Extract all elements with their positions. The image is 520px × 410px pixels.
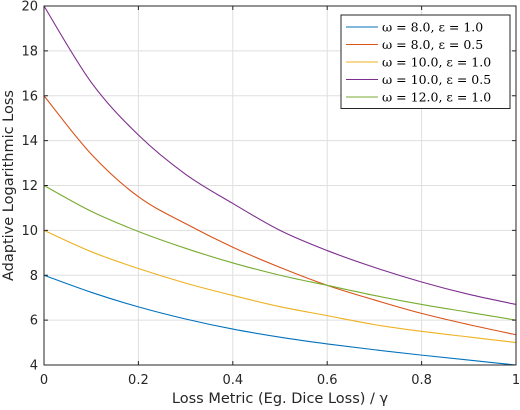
legend-entry-label: ω = 8.0, ε = 1.0 xyxy=(382,20,483,35)
series-line-2 xyxy=(43,95,517,336)
x-tick-label: 0.8 xyxy=(411,373,432,388)
series-line-1 xyxy=(43,274,517,366)
x-tick-label: 0.2 xyxy=(128,373,149,388)
x-tick-label: 1 xyxy=(512,373,520,388)
y-tick-label: 14 xyxy=(21,134,38,149)
x-tick-label: 0.6 xyxy=(317,373,338,388)
y-tick-label: 20 xyxy=(21,0,38,15)
y-tick-label: 16 xyxy=(21,89,38,104)
y-tick-label: 8 xyxy=(30,269,38,284)
legend-entry-label: ω = 8.0, ε = 0.5 xyxy=(382,37,483,52)
y-tick-label: 18 xyxy=(21,44,38,59)
legend-entry-label: ω = 12.0, ε = 1.0 xyxy=(382,90,491,105)
y-tick-label: 12 xyxy=(21,179,38,194)
series-line-5 xyxy=(43,185,517,321)
x-tick-label: 0 xyxy=(40,373,48,388)
x-axis-label: Loss Metric (Eg. Dice Loss) / γ xyxy=(172,391,389,407)
y-tick-label: 4 xyxy=(30,359,38,374)
y-tick-label: 10 xyxy=(21,224,38,239)
series-lines xyxy=(43,5,517,366)
legend: ω = 8.0, ε = 1.0 ω = 8.0, ε = 0.5 ω = 10.0… xyxy=(340,14,511,109)
series-line-3 xyxy=(43,229,517,344)
y-axis-label: Adaptive Logarithmic Loss xyxy=(1,90,17,281)
legend-entry-label: ω = 10.0, ε = 1.0 xyxy=(382,55,491,70)
series-line-4 xyxy=(43,5,517,305)
legend-entry-label: ω = 10.0, ε = 0.5 xyxy=(382,72,491,87)
x-tick-label: 0.4 xyxy=(222,373,243,388)
y-tick-label: 6 xyxy=(30,314,38,329)
